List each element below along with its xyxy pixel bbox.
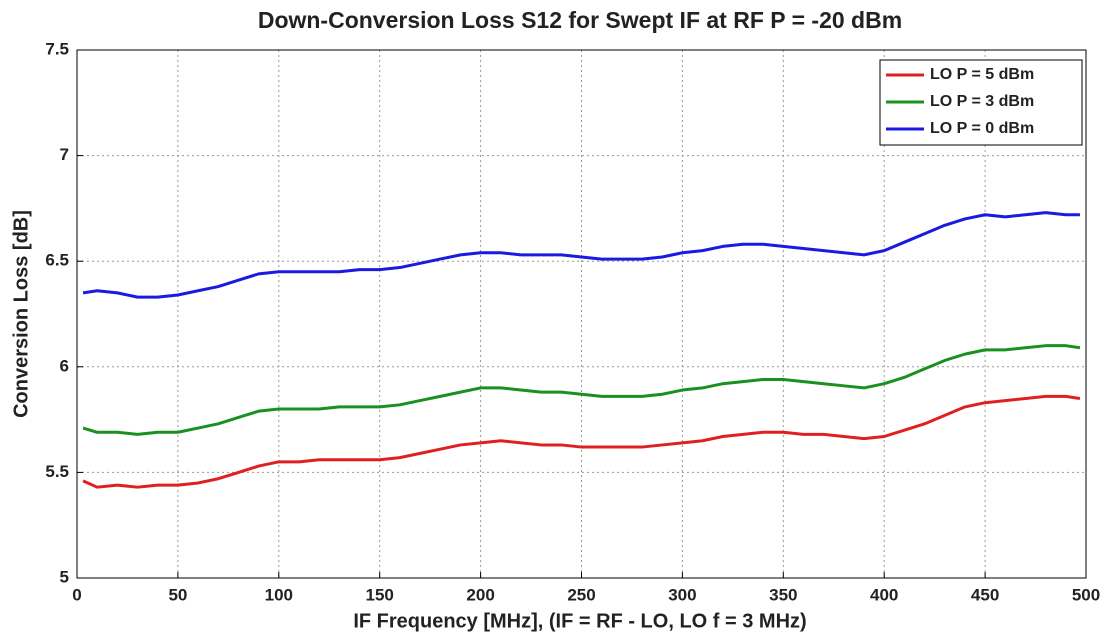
x-tick-label: 150: [366, 585, 394, 604]
x-tick-label: 450: [971, 585, 999, 604]
y-tick-label: 5.5: [45, 462, 69, 481]
chart-title: Down-Conversion Loss S12 for Swept IF at…: [258, 7, 902, 33]
x-tick-label: 300: [668, 585, 696, 604]
legend-label: LO P = 5 dBm: [930, 66, 1034, 83]
y-tick-label: 5: [60, 567, 69, 586]
legend-label: LO P = 3 dBm: [930, 93, 1034, 110]
y-axis-label: Conversion Loss [dB]: [10, 210, 32, 418]
line-series: [82, 344, 1081, 436]
x-tick-label: 400: [870, 585, 898, 604]
x-tick-label: 250: [567, 585, 595, 604]
x-tick-label: 500: [1072, 585, 1100, 604]
y-tick-label: 6.5: [45, 251, 69, 270]
line-series: [82, 394, 1081, 489]
y-tick-label: 7: [60, 145, 69, 164]
x-tick-label: 0: [72, 585, 81, 604]
y-tick-label: 7.5: [45, 39, 69, 58]
legend-label: LO P = 0 dBm: [930, 120, 1034, 137]
x-tick-label: 350: [769, 585, 797, 604]
line-series: [82, 211, 1080, 299]
y-tick-label: 6: [60, 356, 69, 375]
x-tick-label: 50: [168, 585, 187, 604]
x-tick-label: 100: [265, 585, 293, 604]
x-axis-label: IF Frequency [MHz], (IF = RF - LO, LO f …: [353, 610, 806, 632]
x-tick-label: 200: [466, 585, 494, 604]
plot-frame: [76, 49, 1087, 579]
